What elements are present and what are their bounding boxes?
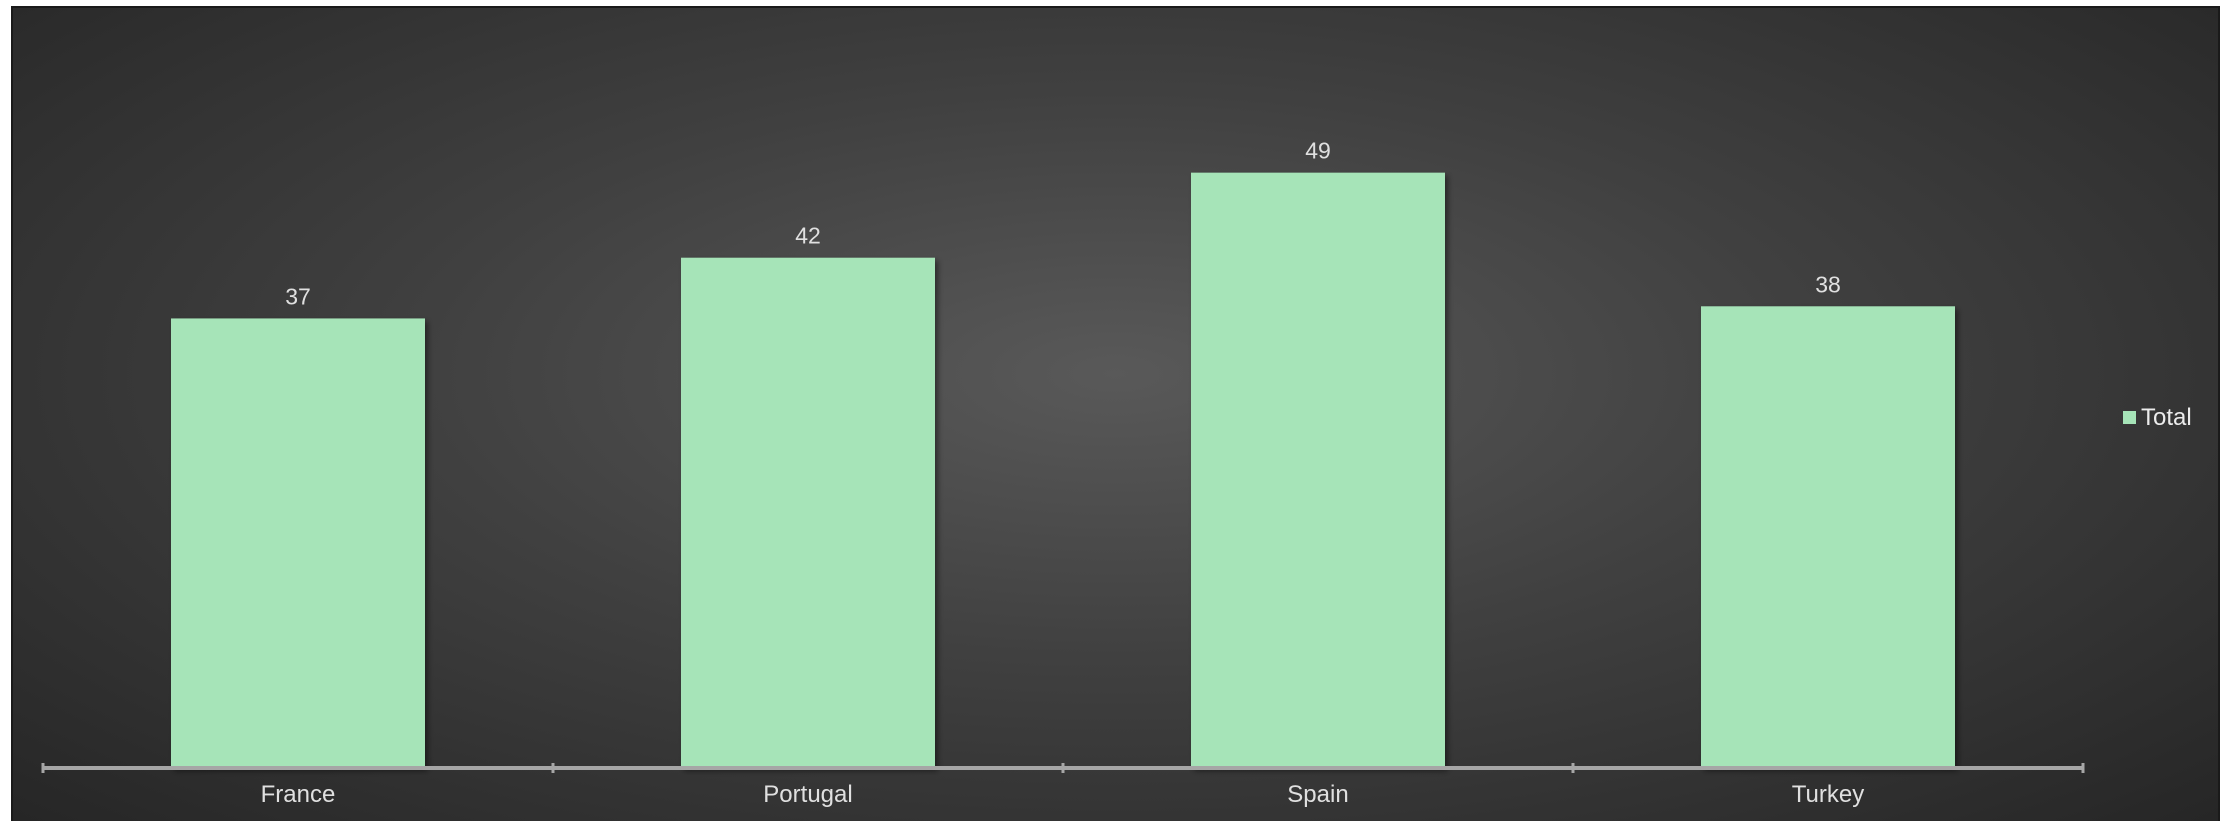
legend-label-total: Total xyxy=(2141,404,2192,431)
category-label-turkey: Turkey xyxy=(1792,781,1864,808)
bars-layer xyxy=(171,172,1955,768)
legend: Total xyxy=(2123,404,2192,431)
labels-layer: 37 France 42 Portugal 49 Spain 38 Turkey xyxy=(261,138,1865,808)
bar-portugal xyxy=(681,257,935,768)
category-label-spain: Spain xyxy=(1287,781,1348,808)
bar-spain xyxy=(1191,172,1445,768)
bar-turkey xyxy=(1701,306,1955,768)
x-axis xyxy=(41,763,2085,773)
bar-france xyxy=(171,318,425,768)
legend-swatch-total xyxy=(2123,411,2136,424)
data-label-spain: 49 xyxy=(1305,138,1331,164)
category-label-france: France xyxy=(261,781,336,808)
data-label-france: 37 xyxy=(285,283,311,309)
data-label-turkey: 38 xyxy=(1815,271,1841,297)
category-label-portugal: Portugal xyxy=(763,781,852,808)
chart-area: 37 France 42 Portugal 49 Spain 38 Turkey Total xyxy=(11,6,2220,821)
data-label-portugal: 42 xyxy=(795,223,821,249)
bar-chart: 37 France 42 Portugal 49 Spain 38 Turkey Total xyxy=(41,138,2192,808)
